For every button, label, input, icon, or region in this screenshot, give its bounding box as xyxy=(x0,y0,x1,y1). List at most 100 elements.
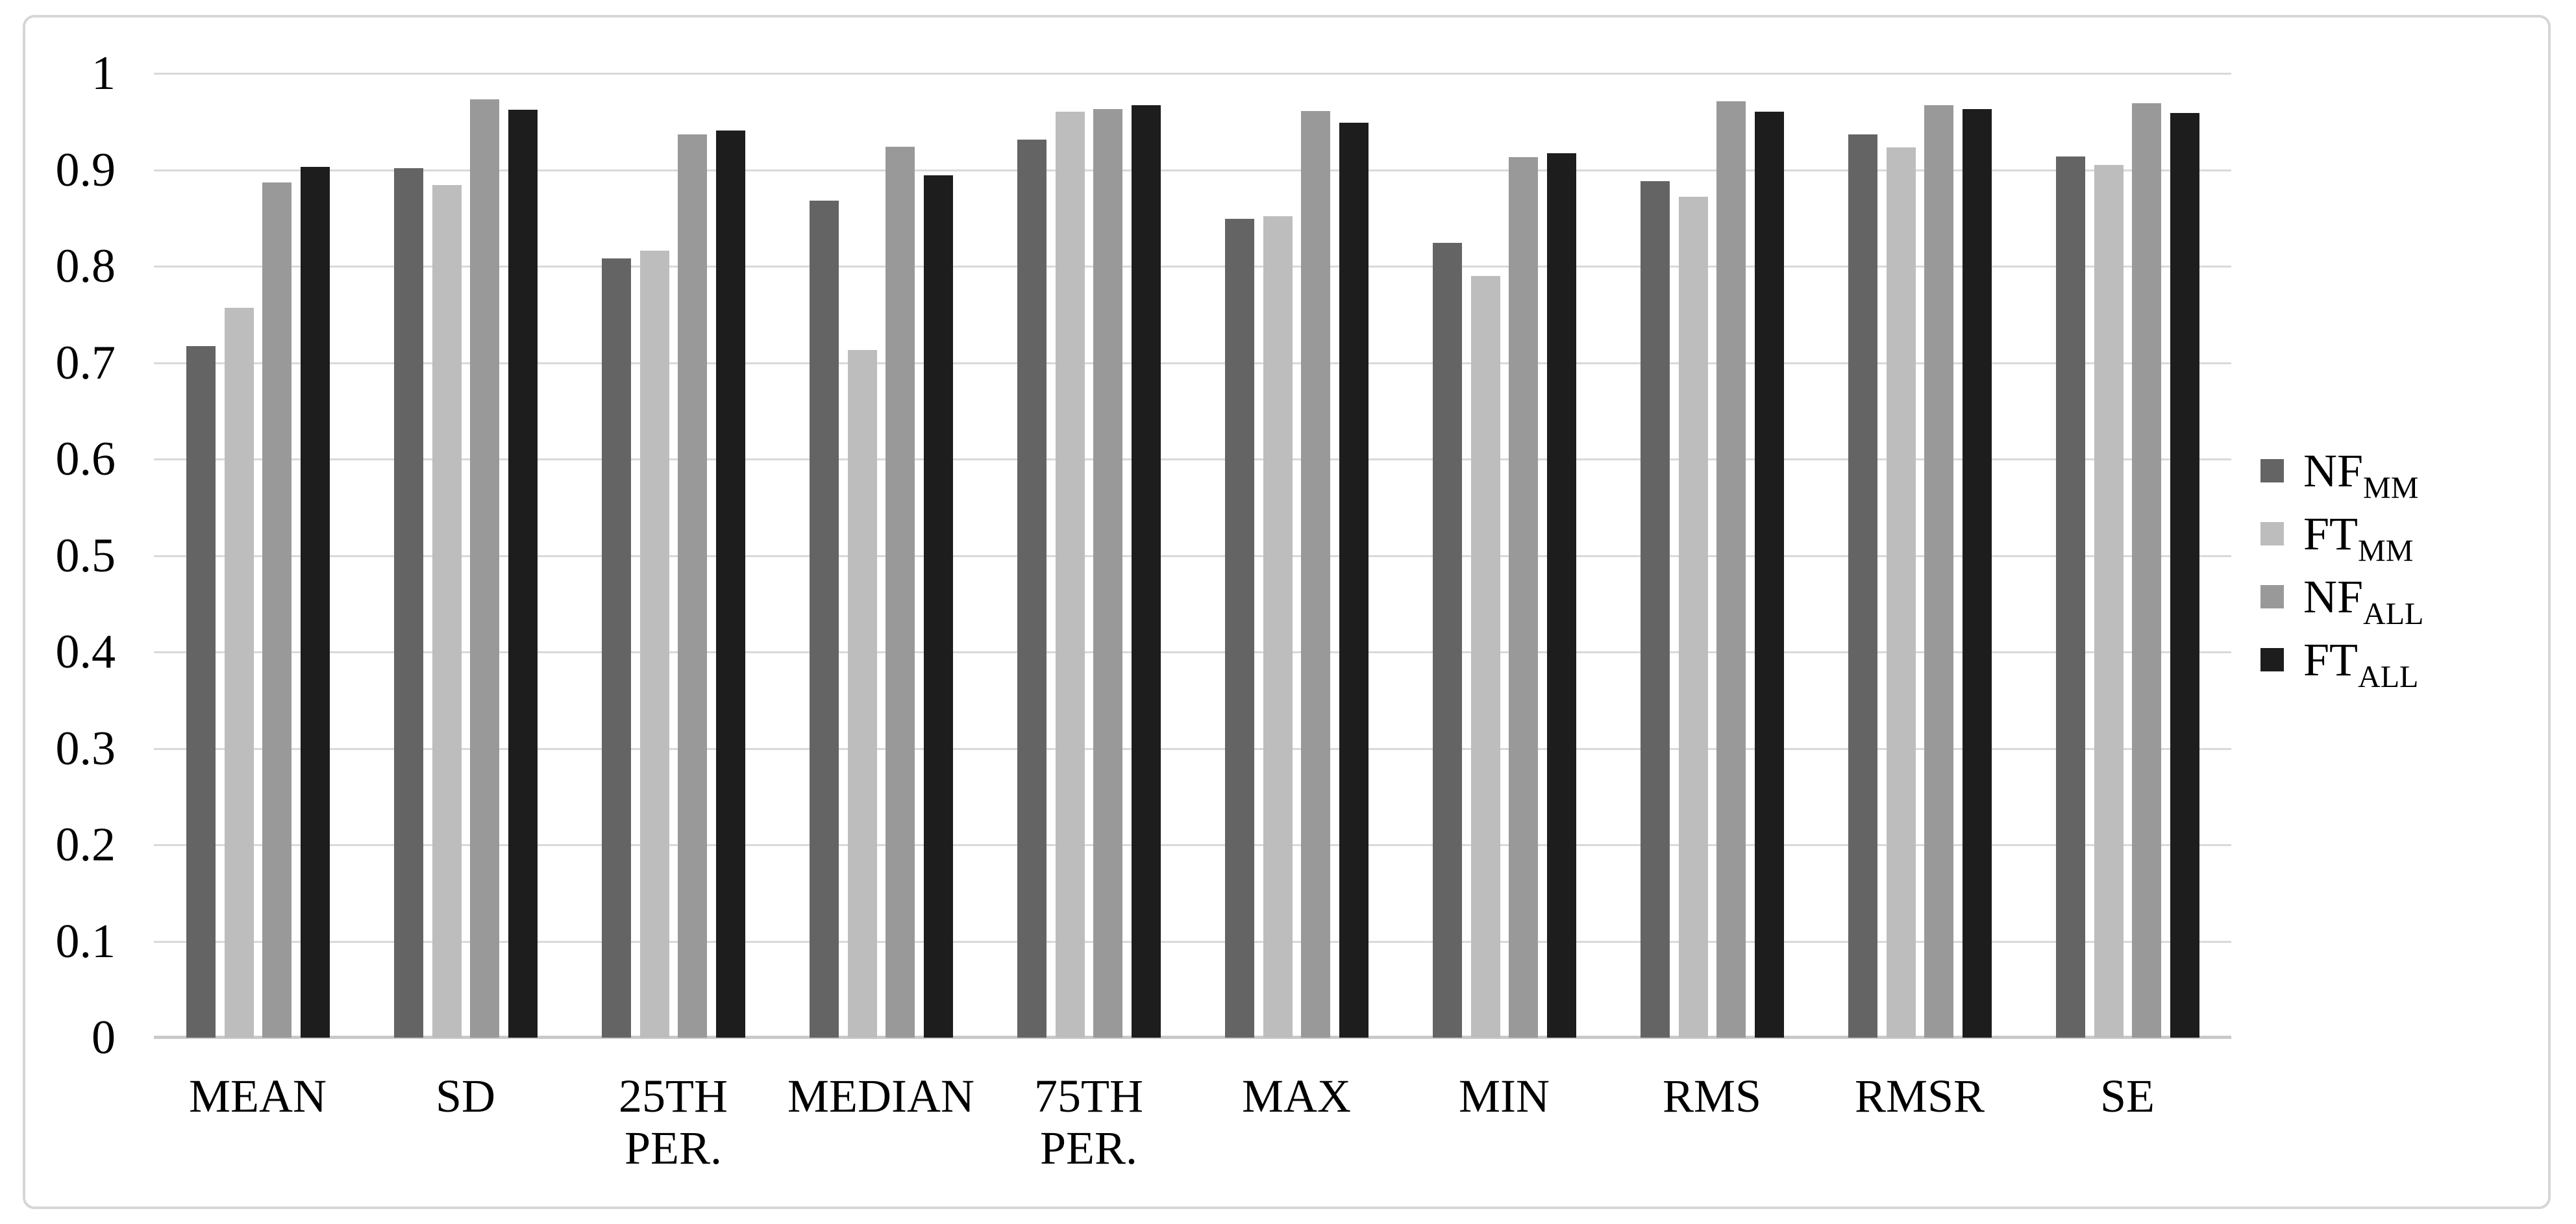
legend-item-nf-all: NFALL xyxy=(2260,565,2423,630)
x-category-label-se: SE xyxy=(2024,1070,2231,1122)
legend-label-subscript: MM xyxy=(2363,470,2419,505)
bar-rmsr-nf-all xyxy=(1924,105,1953,1038)
bar-mean-nf-all xyxy=(262,182,291,1038)
y-tick-label: 0.6 xyxy=(55,432,116,486)
bar-25th-per-ft-all xyxy=(715,131,745,1038)
bar-75th-per-nf-all xyxy=(1093,109,1122,1038)
bar-se-ft-mm xyxy=(2094,165,2124,1038)
legend-label-subscript: ALL xyxy=(2358,659,2419,694)
bar-mean-nf-mm xyxy=(186,346,216,1038)
gridline xyxy=(154,651,2231,653)
x-category-label-75th-per: 75TH PER. xyxy=(985,1070,1193,1174)
gridline xyxy=(154,362,2231,364)
x-category-label-rms: RMS xyxy=(1608,1070,1816,1122)
legend-swatch-ft-mm xyxy=(2260,521,2284,545)
legend-item-nf-mm: NFMM xyxy=(2260,439,2423,504)
bar-se-nf-mm xyxy=(2056,156,2085,1038)
x-category-label-line: RMS xyxy=(1662,1070,1762,1122)
x-category-label-line: 25TH xyxy=(619,1070,728,1122)
gridline xyxy=(154,747,2231,750)
bar-rms-nf-all xyxy=(1716,101,1746,1038)
bar-se-nf-all xyxy=(2132,103,2161,1038)
bar-max-ft-mm xyxy=(1263,216,1293,1038)
bar-25th-per-nf-mm xyxy=(602,258,631,1038)
legend-item-ft-all: FTALL xyxy=(2260,628,2423,693)
x-category-label-line: PER. xyxy=(1039,1122,1138,1174)
plot-area xyxy=(154,73,2231,1039)
legend-label-main: FT xyxy=(2303,507,2359,560)
gridline xyxy=(154,169,2231,171)
x-category-label-min: MIN xyxy=(1400,1070,1608,1122)
bar-median-ft-mm xyxy=(847,350,877,1038)
bar-se-ft-all xyxy=(2170,113,2199,1038)
gridline xyxy=(154,555,2231,557)
legend-label-ft-mm: FTMM xyxy=(2303,507,2413,567)
legend-label-nf-mm: NFMM xyxy=(2303,447,2418,504)
x-category-label-line: SD xyxy=(435,1070,496,1122)
gridline xyxy=(154,458,2231,460)
x-axis-line xyxy=(154,1036,2231,1039)
bar-min-nf-mm xyxy=(1433,243,1462,1038)
y-tick-label: 1 xyxy=(92,47,116,100)
y-tick-label: 0.2 xyxy=(55,818,116,871)
bar-sd-nf-mm xyxy=(394,168,423,1038)
bar-rms-ft-mm xyxy=(1678,197,1708,1038)
x-category-label-sd: SD xyxy=(362,1070,569,1122)
y-tick-label: 0 xyxy=(92,1011,116,1064)
bar-median-nf-mm xyxy=(810,201,839,1038)
legend-swatch-nf-all xyxy=(2260,584,2284,608)
bar-25th-per-nf-all xyxy=(678,134,707,1038)
legend-swatch-ft-all xyxy=(2260,647,2284,671)
legend-label-nf-all: NFALL xyxy=(2303,570,2423,630)
bar-max-nf-mm xyxy=(1225,219,1254,1038)
y-tick-label: 0.1 xyxy=(55,914,116,968)
legend-label-subscript: ALL xyxy=(2363,596,2424,631)
legend: NFMM FTMM NFALL FTALL xyxy=(2260,439,2423,693)
bar-min-nf-all xyxy=(1509,157,1538,1038)
x-category-label-line: MIN xyxy=(1459,1070,1550,1122)
gridline xyxy=(154,844,2231,846)
y-tick-label: 0.7 xyxy=(55,336,116,390)
bar-max-nf-all xyxy=(1301,111,1330,1038)
bar-rmsr-ft-mm xyxy=(1886,147,1916,1038)
y-tick-label: 0.5 xyxy=(55,529,116,582)
y-axis-labels: 1 0.9 0.8 0.7 0.6 0.5 0.4 0.3 0.2 0.1 0 xyxy=(0,0,116,1224)
x-category-label-line: PER. xyxy=(624,1122,723,1174)
bar-rms-nf-mm xyxy=(1641,181,1670,1038)
bar-rmsr-nf-mm xyxy=(1848,134,1877,1038)
bar-sd-nf-all xyxy=(470,99,499,1038)
bar-sd-ft-mm xyxy=(432,185,462,1038)
x-category-label-line: MEDIAN xyxy=(787,1070,974,1122)
x-category-label-line: MEAN xyxy=(189,1070,327,1122)
y-tick-label: 0.9 xyxy=(55,143,116,197)
x-category-label-mean: MEAN xyxy=(154,1070,362,1122)
x-category-label-line: SE xyxy=(2099,1070,2155,1122)
bar-75th-per-ft-all xyxy=(1131,105,1161,1038)
bar-75th-per-ft-mm xyxy=(1055,112,1085,1038)
legend-label-ft-all: FTALL xyxy=(2303,633,2418,693)
bar-min-ft-all xyxy=(1546,153,1576,1038)
legend-item-ft-mm: FTMM xyxy=(2260,502,2423,567)
bar-mean-ft-mm xyxy=(224,308,254,1038)
gridline xyxy=(154,266,2231,268)
bar-25th-per-ft-mm xyxy=(639,251,669,1038)
legend-label-main: NF xyxy=(2303,570,2364,623)
x-category-label-line: 75TH xyxy=(1034,1070,1143,1122)
bar-median-nf-all xyxy=(886,147,915,1038)
x-axis-labels: MEAN SD 25TH PER. MEDIAN 75TH PER. MAX MIN RMS RMS… xyxy=(154,1070,2231,1206)
legend-swatch-nf-mm xyxy=(2260,458,2284,482)
bar-rmsr-ft-all xyxy=(1962,109,1992,1038)
bar-mean-ft-all xyxy=(300,167,330,1038)
bar-sd-ft-all xyxy=(508,110,538,1038)
y-tick-label: 0.4 xyxy=(55,625,116,679)
y-tick-label: 0.8 xyxy=(55,240,116,293)
x-category-label-line: MAX xyxy=(1241,1070,1351,1122)
legend-label-main: FT xyxy=(2303,633,2359,686)
x-category-label-25th-per: 25TH PER. xyxy=(569,1070,777,1174)
x-category-label-median: MEDIAN xyxy=(777,1070,985,1122)
x-category-label-rmsr: RMSR xyxy=(1816,1070,2024,1122)
bar-max-ft-all xyxy=(1339,123,1368,1038)
bar-median-ft-all xyxy=(923,175,953,1038)
legend-label-subscript: MM xyxy=(2358,533,2414,568)
